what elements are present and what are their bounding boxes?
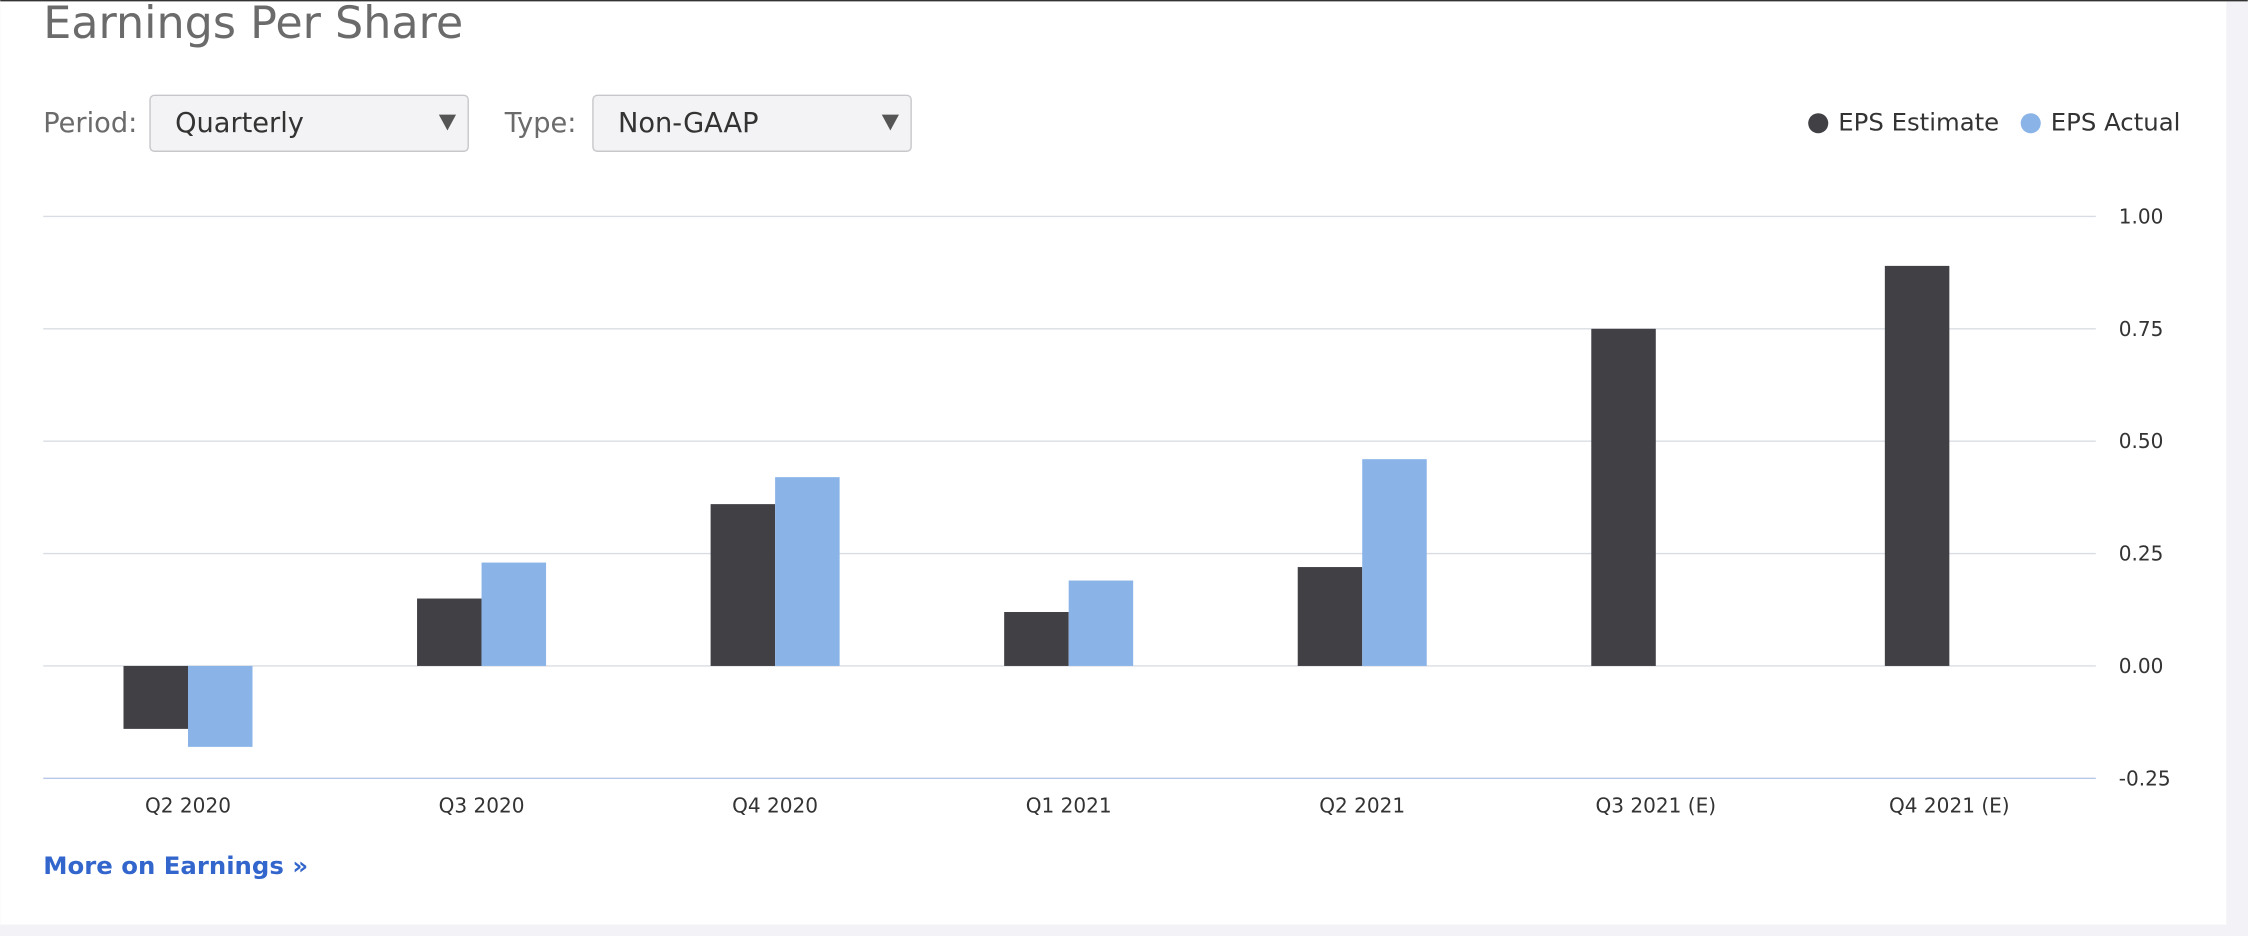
select-arrow[interactable]	[438, 114, 457, 131]
y-tick-label: -0.25	[2119, 766, 2171, 790]
select-box[interactable]	[592, 94, 912, 152]
x-tick-label: Q4 2020	[732, 793, 818, 817]
bar	[123, 665, 188, 729]
y-tick-label: 0.00	[2119, 654, 2164, 678]
control-label: Period:	[43, 108, 137, 139]
x-tick-label: Q2 2020	[145, 793, 231, 817]
bar	[481, 562, 547, 666]
select-arrow[interactable]	[881, 114, 899, 131]
select-value[interactable]: Quarterly	[175, 108, 304, 139]
panel	[0, 0, 2227, 925]
period-select[interactable]: Quarterly	[149, 94, 469, 152]
legend-marker	[1808, 113, 1829, 134]
legend-marker	[2020, 113, 2041, 134]
y-tick-label: 1.00	[2119, 204, 2164, 228]
x-tick-label: Q1 2021	[1026, 793, 1112, 817]
more-link[interactable]: More on Earnings »	[43, 851, 308, 880]
bar	[775, 477, 840, 666]
select-value[interactable]: Non-GAAP	[618, 108, 759, 139]
bar	[188, 665, 253, 747]
select-box[interactable]	[149, 94, 469, 152]
legend-label: EPS Actual	[2051, 107, 2181, 136]
y-tick-label: 0.25	[2119, 542, 2164, 566]
bar	[1004, 612, 1069, 666]
bar	[1591, 328, 1656, 666]
x-tick-label: Q3 2020	[439, 793, 525, 817]
x-tick-label: Q4 2021 (E)	[1889, 793, 2010, 817]
bar	[1884, 265, 1950, 666]
bar	[710, 504, 776, 666]
x-tick-label: Q2 2021	[1319, 793, 1405, 817]
y-tick-label: 0.75	[2119, 317, 2164, 341]
bar	[1068, 580, 1134, 666]
x-tick-label: Q3 2021 (E)	[1595, 793, 1716, 817]
bar	[1362, 459, 1427, 666]
type-select[interactable]: Non-GAAP	[592, 94, 912, 152]
control-label: Type:	[504, 108, 577, 139]
legend-label: EPS Estimate	[1838, 107, 1999, 136]
bar	[1297, 567, 1363, 666]
y-tick-label: 0.50	[2119, 429, 2164, 453]
bar	[417, 598, 482, 666]
title: Earnings Per Share	[43, 0, 463, 49]
